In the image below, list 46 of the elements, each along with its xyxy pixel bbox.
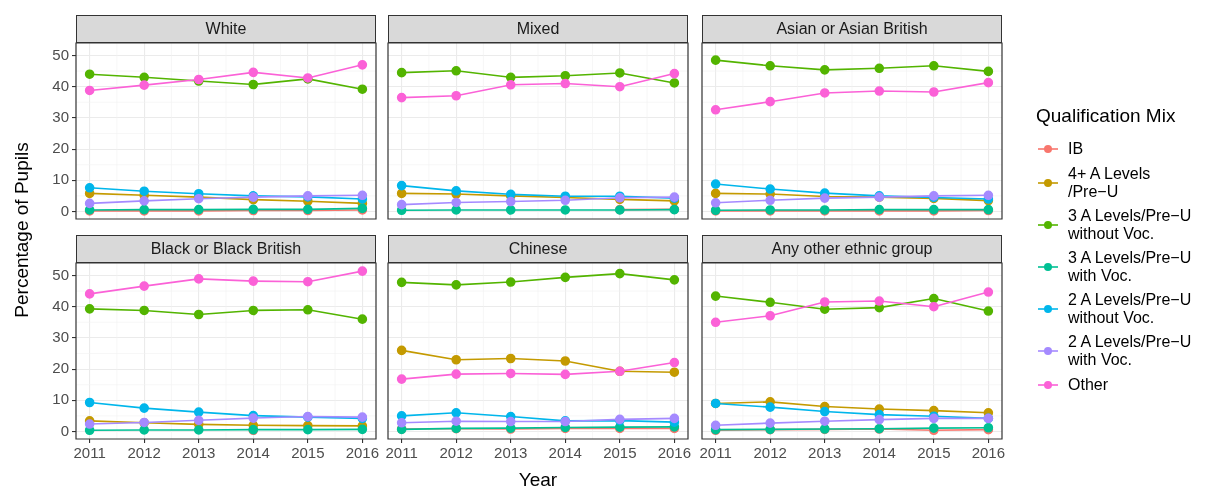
x-tick-label: 2012 [127,444,161,462]
legend-label: 3 A Levels/Pre−U without Voc. [1068,207,1192,243]
x-tick-label: 2013 [808,444,842,462]
chart-title: Black or Black British [76,235,376,263]
x-tick-label: 2013 [494,444,528,462]
y-tick-label: 40 [52,296,69,314]
y-tick-label: 20 [52,359,69,377]
x-tick-label: 2011 [385,444,418,462]
x-tick-label: 2013 [182,444,216,462]
legend-label: IB [1068,140,1084,158]
x-tick-label: 2016 [345,444,380,462]
x-tick-label: 2016 [657,444,692,462]
x-tick-label: 2014 [862,444,896,462]
y-tick-label: 50 [52,265,69,283]
x-tick-label: 2011 [699,444,732,462]
chart-title: Mixed [388,15,688,43]
y-tick-label: 30 [52,108,69,126]
x-tick-label: 2014 [236,444,270,462]
x-tick-label: 2014 [548,444,582,462]
y-tick-label: 20 [52,139,69,157]
y-tick-label: 30 [52,328,69,346]
chart-title: Any other ethnic group [702,235,1002,263]
x-axis-title: Year [518,469,558,491]
y-tick-label: 10 [52,170,69,188]
x-tick-label: 2015 [291,444,325,462]
legend-title: Qualification Mix [1036,105,1177,127]
x-tick-label: 2011 [73,444,106,462]
y-tick-label: 10 [52,390,69,408]
y-tick-label: 0 [60,421,69,439]
legend-label: 2 A Levels/Pre−U without Voc. [1068,291,1192,327]
y-axis-title: Percentage of Pupils [11,142,33,318]
x-tick-label: 2012 [439,444,473,462]
chart-title: White [76,15,376,43]
y-tick-label: 0 [60,201,69,219]
legend-label: Other [1068,376,1109,394]
x-tick-label: 2012 [753,444,787,462]
legend-label: 3 A Levels/Pre−U with Voc. [1068,249,1192,285]
y-tick-label: 50 [52,45,69,63]
chart-title: Chinese [388,235,688,263]
y-tick-label: 40 [52,76,69,94]
x-tick-label: 2016 [971,444,1006,462]
legend-label: 4+ A Levels /Pre−U [1068,165,1151,201]
x-tick-label: 2015 [917,444,951,462]
legend-label: 2 A Levels/Pre−U with Voc. [1068,333,1192,369]
x-tick-label: 2015 [603,444,637,462]
chart-title: Asian or Asian British [702,15,1002,43]
